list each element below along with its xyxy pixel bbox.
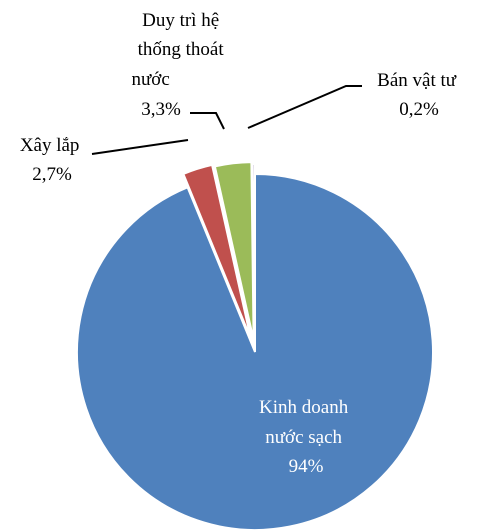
leader-line-xay-lap bbox=[91, 139, 189, 155]
data-label-duy-tri-line2: thống thoát bbox=[138, 39, 225, 60]
data-label-kinh-doanh-line2: nước sạch bbox=[265, 427, 342, 448]
pie-slice-2 bbox=[182, 163, 252, 340]
data-label-xay-lap-line1: Xây lắp bbox=[20, 135, 80, 156]
data-label-duy-tri-line1: Duy trì hệ bbox=[142, 10, 219, 31]
data-label-ban-vat-tu: Bán vật tư 0,2% bbox=[377, 70, 461, 120]
data-label-ban-vat-tu-line1: Bán vật tư bbox=[377, 70, 457, 91]
data-label-duy-tri-line3: nước bbox=[131, 69, 169, 90]
data-label-ban-vat-tu-value: 0,2% bbox=[399, 99, 439, 120]
data-label-duy-tri: Duy trì hệ thống thoát nước 3,3% bbox=[131, 10, 228, 120]
data-label-xay-lap: Xây lắp 2,7% bbox=[20, 135, 84, 185]
pie-slice-1 bbox=[76, 172, 434, 531]
data-label-kinh-doanh: Kinh doanh nước sạch 94% bbox=[259, 397, 353, 477]
data-label-kinh-doanh-line1: Kinh doanh bbox=[259, 397, 349, 418]
pie-slice-3 bbox=[213, 161, 255, 341]
pie-slice-4 bbox=[251, 162, 256, 343]
pie-slices bbox=[76, 161, 434, 531]
leader-line-ban-vat-tu bbox=[247, 85, 362, 129]
data-label-duy-tri-value: 3,3% bbox=[141, 99, 181, 120]
leader-line-duy-tri bbox=[190, 112, 225, 130]
data-label-kinh-doanh-value: 94% bbox=[289, 456, 324, 477]
data-label-xay-lap-value: 2,7% bbox=[32, 164, 72, 185]
